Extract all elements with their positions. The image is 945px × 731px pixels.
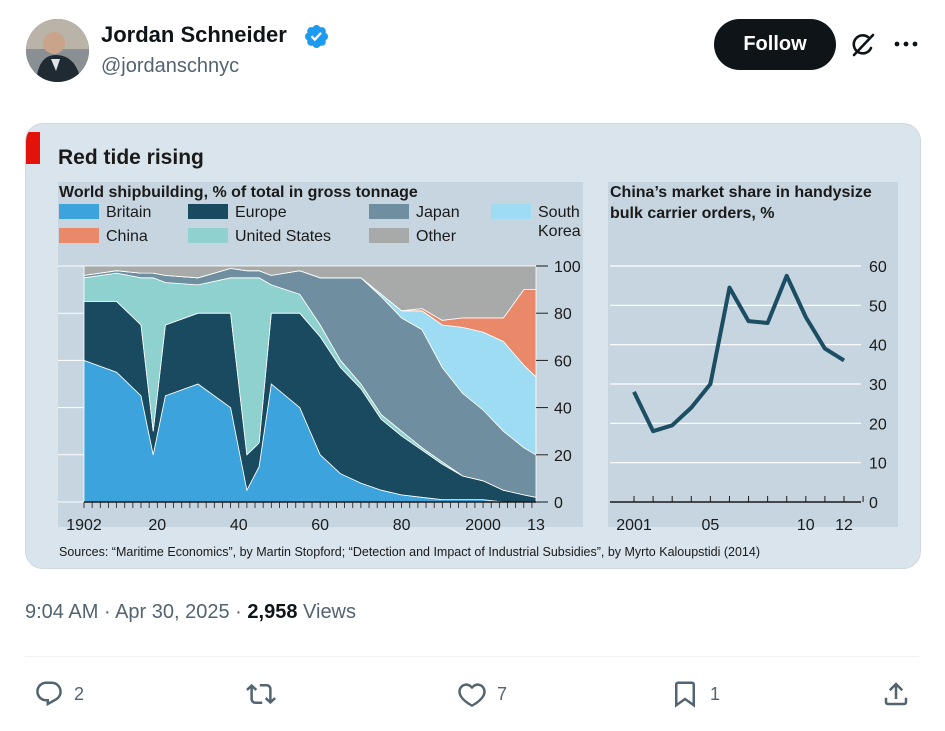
legend-label-0: Britain bbox=[106, 204, 151, 221]
left-x-label-3: 60 bbox=[311, 517, 329, 534]
left-y-label-2: 40 bbox=[554, 401, 572, 418]
tweet-meta: 9:04 AM · Apr 30, 2025 · 2,958 Views bbox=[25, 601, 357, 623]
tweet-time[interactable]: 9:04 AM bbox=[25, 601, 99, 623]
left-y-label-4: 80 bbox=[554, 306, 572, 323]
left-x-label-5: 2000 bbox=[465, 517, 501, 534]
legend-swatch-1 bbox=[59, 228, 99, 243]
legend-swatch-6 bbox=[491, 204, 531, 219]
like-count: 7 bbox=[497, 683, 508, 704]
right-y-label-4: 40 bbox=[869, 338, 887, 355]
legend-swatch-3 bbox=[188, 228, 228, 243]
share-icon bbox=[884, 682, 908, 706]
views-count: 2,958 bbox=[247, 601, 298, 623]
legend-label-6: Korea bbox=[538, 223, 581, 240]
right-y-label-1: 10 bbox=[869, 456, 887, 473]
right-y-label-3: 30 bbox=[869, 377, 887, 394]
tweet-image[interactable]: Red tide rising World shipbuilding, % of… bbox=[25, 123, 921, 569]
author-name[interactable]: Jordan Schneider bbox=[101, 22, 287, 47]
follow-button[interactable]: Follow bbox=[714, 19, 836, 70]
right-line-chart: 0 10 20 30 40 50 60 2001 05 10 12 bbox=[610, 259, 887, 534]
left-area-chart bbox=[58, 265, 546, 503]
tweet-date[interactable]: Apr 30, 2025 bbox=[115, 601, 230, 623]
left-x-label-6: 13 bbox=[527, 517, 545, 534]
right-y-label-2: 20 bbox=[869, 416, 887, 433]
area-series-6 bbox=[83, 265, 537, 321]
left-x-label-4: 80 bbox=[393, 517, 411, 534]
more-icon[interactable] bbox=[892, 30, 920, 58]
left-y-label-5: 100 bbox=[554, 259, 581, 276]
like-button[interactable]: 7 bbox=[457, 676, 507, 712]
views-label: Views bbox=[303, 601, 357, 623]
legend-label-6: South bbox=[538, 204, 580, 221]
repost-icon bbox=[246, 683, 276, 705]
left-chart-axis: 1902 20 40 60 80 2000 13 0 20 40 60 80 100 bbox=[66, 259, 581, 534]
legend: Britain China Europe United States Japan Othe… bbox=[59, 204, 581, 245]
reply-button[interactable]: 2 bbox=[34, 676, 84, 712]
right-x-label-3: 12 bbox=[835, 517, 853, 534]
right-y-label-5: 50 bbox=[869, 298, 887, 315]
legend-swatch-0 bbox=[59, 204, 99, 219]
heart-icon bbox=[458, 683, 486, 707]
bookmark-count: 1 bbox=[710, 683, 721, 704]
right-x-label-2: 10 bbox=[797, 517, 815, 534]
right-x-label-0: 2001 bbox=[616, 517, 652, 534]
divider bbox=[25, 656, 919, 657]
left-y-label-1: 20 bbox=[554, 448, 572, 465]
legend-label-1: China bbox=[106, 228, 148, 245]
share-button[interactable] bbox=[881, 676, 911, 712]
left-x-label-0: 1902 bbox=[66, 517, 102, 534]
china-share-line bbox=[632, 273, 846, 434]
right-chart-subtitle-line2: bulk carrier orders, % bbox=[610, 205, 775, 222]
right-chart-subtitle-line1: China’s market share in handysize bbox=[610, 184, 872, 201]
image-source: Sources: “Maritime Economics”, by Martin… bbox=[59, 545, 760, 559]
legend-label-5: Other bbox=[416, 228, 457, 245]
author-handle[interactable]: @jordanschnyc bbox=[101, 55, 240, 77]
avatar[interactable] bbox=[26, 19, 89, 82]
left-y-label-3: 60 bbox=[554, 353, 572, 370]
bookmark-button[interactable]: 1 bbox=[670, 676, 720, 712]
repost-button[interactable] bbox=[246, 676, 286, 712]
verified-badge-icon bbox=[303, 23, 330, 50]
legend-label-4: Japan bbox=[416, 204, 460, 221]
grok-icon[interactable] bbox=[848, 30, 878, 60]
legend-swatch-2 bbox=[188, 204, 228, 219]
right-y-label-0: 0 bbox=[869, 495, 878, 512]
left-x-label-2: 40 bbox=[230, 517, 248, 534]
left-y-label-0: 0 bbox=[554, 495, 563, 512]
legend-swatch-5 bbox=[369, 228, 409, 243]
reply-count: 2 bbox=[74, 683, 85, 704]
left-chart-subtitle: World shipbuilding, % of total in gross … bbox=[59, 184, 418, 201]
chart-title: Red tide rising bbox=[58, 146, 204, 169]
right-y-label-6: 60 bbox=[869, 259, 887, 276]
reply-icon bbox=[36, 681, 62, 707]
left-x-label-1: 20 bbox=[148, 517, 166, 534]
legend-label-2: Europe bbox=[235, 204, 287, 221]
bookmark-icon bbox=[675, 681, 695, 708]
legend-label-3: United States bbox=[235, 228, 331, 245]
right-x-label-1: 05 bbox=[701, 517, 719, 534]
legend-swatch-4 bbox=[369, 204, 409, 219]
